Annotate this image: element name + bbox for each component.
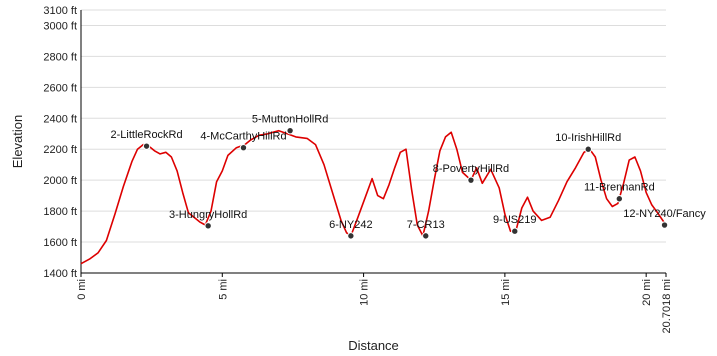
y-tick-label: 2400 ft (43, 113, 77, 125)
waypoint-label: 11-BrennanRd (584, 182, 655, 194)
y-tick-label: 2600 ft (43, 82, 77, 94)
waypoint-label: 2-LittleRockRd (110, 129, 182, 141)
y-tick-label: 2200 ft (43, 144, 77, 156)
y-tick-label: 2000 ft (43, 175, 77, 187)
x-tick-label: 0 mi (76, 279, 88, 300)
y-tick-label: 2800 ft (43, 51, 77, 63)
waypoint-marker (142, 142, 151, 150)
grid-lines (81, 9, 666, 274)
elevation-line (80, 129, 667, 265)
waypoint-label: 10-IrishHillRd (555, 132, 621, 144)
x-tick-label: 20 mi (641, 279, 653, 306)
x-axis-ticks: 0 mi 5 mi 10 mi 15 mi 20 mi 20.7018 mi (76, 273, 673, 333)
y-tick-label: 1800 ft (43, 206, 77, 218)
series-group (80, 129, 667, 265)
x-tick-label: 10 mi (359, 279, 371, 306)
waypoint-marker (511, 227, 519, 235)
waypoint-label: 3-HungryHollRd (169, 209, 247, 221)
waypoint-marker (286, 126, 294, 135)
x-axis-title: Distance (348, 338, 399, 353)
waypoint-marker (584, 145, 592, 153)
waypoint-marker (615, 195, 624, 203)
waypoint-label: 4-McCarthyHillRd (200, 131, 286, 143)
y-axis-title: Elevation (10, 115, 25, 168)
y-tick-label: 1600 ft (43, 237, 77, 249)
y-axis-ticks: 1400 ft 1600 ft 1800 ft 2000 ft 2200 ft 2400 … (43, 5, 77, 280)
waypoint-label: 8-PovertyHillRd (433, 163, 509, 175)
x-tick-label: 5 mi (217, 279, 229, 300)
waypoint-marker (422, 232, 430, 240)
y-tick-label: 1400 ft (43, 268, 77, 280)
y-tick-label: 3100 ft (43, 5, 77, 17)
waypoint-label: 6-NY242 (329, 219, 372, 231)
waypoint-marker (204, 222, 212, 230)
waypoint-label: 5-MuttonHollRd (252, 114, 328, 126)
waypoints-group: 2-LittleRockRd 3-HungryHollRd 4-McCarthyHi… (110, 114, 706, 240)
waypoint-marker (467, 176, 475, 184)
waypoint-marker (347, 232, 355, 240)
waypoint-marker (660, 221, 669, 229)
axes (80, 10, 666, 274)
waypoint-marker (239, 143, 248, 152)
x-tick-label: 20.7018 mi (661, 279, 673, 333)
y-tick-label: 3000 ft (43, 20, 77, 32)
x-tick-label: 15 mi (500, 279, 512, 306)
waypoint-label: 12-NY240/Fancy (623, 208, 706, 220)
waypoint-label: 9-US219 (493, 214, 536, 226)
waypoint-label: 7-CR13 (407, 219, 445, 231)
